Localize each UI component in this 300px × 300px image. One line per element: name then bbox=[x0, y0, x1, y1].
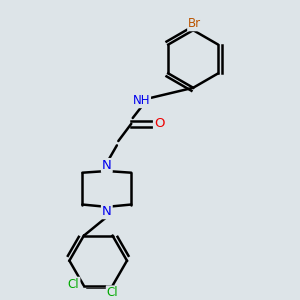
Text: O: O bbox=[154, 117, 164, 130]
Text: Cl: Cl bbox=[107, 286, 118, 299]
Text: Br: Br bbox=[188, 17, 201, 30]
Text: NH: NH bbox=[133, 94, 150, 107]
Text: N: N bbox=[102, 205, 112, 218]
Text: N: N bbox=[102, 159, 112, 172]
Text: Cl: Cl bbox=[68, 278, 80, 291]
